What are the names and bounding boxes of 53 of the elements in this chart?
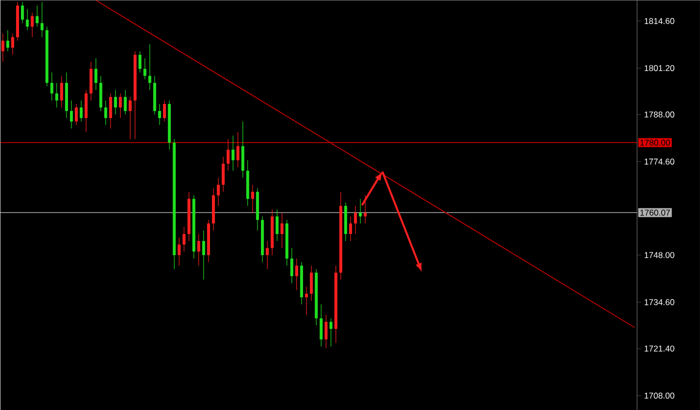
- candlestick: [216, 177, 220, 206]
- candlestick: [226, 138, 230, 171]
- y-tick-label: 1788.00: [644, 111, 674, 118]
- candlestick: [11, 33, 14, 55]
- y-tick-label: 1774.60: [644, 158, 674, 164]
- candlestick: [40, 2, 44, 38]
- candlestick: [94, 58, 98, 90]
- y-tick-label: 1801.20: [644, 65, 674, 71]
- candlestick: [320, 304, 323, 347]
- candlestick: [310, 265, 313, 301]
- candlestick: [104, 100, 108, 126]
- y-tick-label: 1748.00: [644, 252, 674, 258]
- candlestick: [329, 318, 332, 347]
- candlestick: [251, 184, 254, 214]
- candlestick: [118, 93, 122, 118]
- candlestick: [70, 100, 73, 129]
- candlestick: [305, 286, 308, 315]
- candlestick: [1, 33, 4, 62]
- candlestick: [295, 258, 298, 290]
- y-tick-label: 1708.00: [644, 392, 674, 399]
- y-tick-label: 1721.40: [644, 345, 674, 352]
- candlestick: [349, 216, 352, 242]
- candlestick: [276, 208, 279, 242]
- candlestick: [80, 100, 83, 122]
- candlestick: [158, 104, 162, 126]
- candlestick: [162, 100, 166, 122]
- candlestick: [280, 212, 284, 248]
- candlestick: [36, 5, 39, 27]
- candlestick: [26, 8, 29, 30]
- ref-line-label: 1760.07: [640, 210, 670, 216]
- candlestick: [354, 205, 357, 234]
- candlestick: [114, 89, 117, 115]
- candlestick: [182, 226, 186, 252]
- candlestick: [124, 89, 127, 115]
- candlestick: [202, 230, 206, 280]
- y-tick-label: 1814.60: [644, 18, 674, 24]
- candlestick: [143, 58, 146, 80]
- candlestick: [236, 132, 240, 168]
- candlestick: [358, 198, 362, 224]
- candlestick: [128, 96, 132, 140]
- candlestick: [232, 135, 234, 171]
- candlestick: [266, 240, 269, 270]
- candlestick: [324, 314, 328, 348]
- candlestick: [290, 248, 294, 284]
- ref-line-label: 1780.00: [640, 140, 670, 146]
- candlestick: [60, 75, 64, 108]
- candlestick: [20, 2, 24, 24]
- candlestick: [109, 93, 112, 129]
- candlestick: [138, 50, 142, 73]
- candlestick: [74, 104, 78, 126]
- candlestick: [178, 237, 181, 266]
- candlestick: [50, 72, 54, 101]
- y-tick-label: 1734.60: [644, 299, 674, 306]
